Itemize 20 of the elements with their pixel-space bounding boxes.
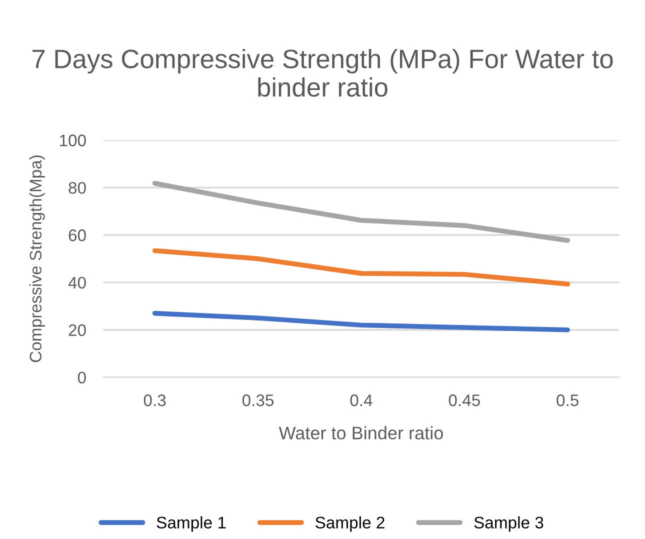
y-tick-label: 80 bbox=[68, 182, 86, 194]
y-tick-label: 60 bbox=[68, 229, 86, 242]
y-tick-label: 20 bbox=[68, 324, 86, 336]
y-tick-label: 40 bbox=[68, 276, 86, 289]
x-tick-label: 0.5 bbox=[556, 394, 578, 406]
chart-title: 7 Days Compressive Strength (MPa) For Water to binder ratio bbox=[32, 48, 613, 97]
legend-label: Sample 2 bbox=[316, 516, 384, 532]
line-series bbox=[152, 310, 570, 332]
x-axis-title: Water to Binder ratio bbox=[278, 426, 443, 440]
line-series bbox=[152, 180, 570, 243]
x-tick-label: 0.45 bbox=[448, 394, 480, 406]
y-axis-title: Compressive Strength(Mpa) bbox=[29, 156, 45, 362]
x-tick-label: 0.35 bbox=[242, 394, 274, 406]
legend-label: Sample 3 bbox=[474, 516, 544, 532]
x-tick-label: 0.4 bbox=[350, 394, 372, 406]
line-series bbox=[152, 248, 570, 287]
x-tick-label: 0.3 bbox=[144, 394, 166, 406]
y-tick-label: 100 bbox=[60, 134, 86, 146]
y-tick-label: 0 bbox=[78, 372, 86, 384]
legend-label: Sample 1 bbox=[156, 516, 226, 532]
